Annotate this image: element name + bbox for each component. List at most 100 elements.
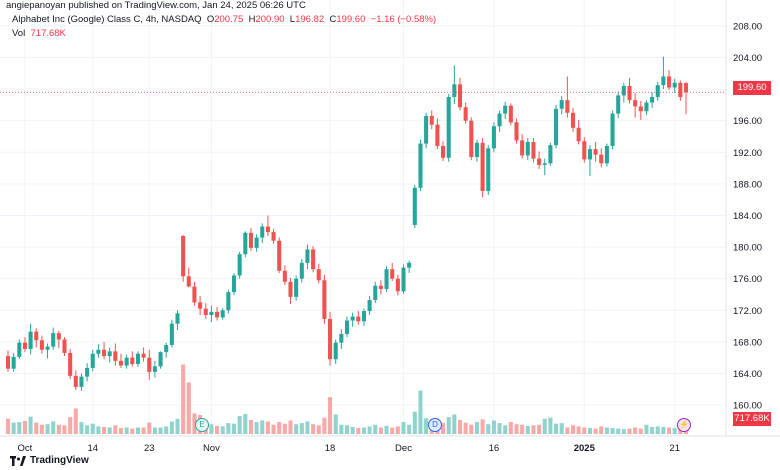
- candle-body: [22, 342, 27, 349]
- volume-bar: [135, 427, 140, 434]
- time-axis[interactable]: Oct 14 23 Nov 18 Dec 16 2025 21: [18, 443, 680, 454]
- candle-body: [248, 232, 253, 248]
- candle-body: [277, 240, 282, 271]
- volume-bar: [282, 423, 287, 434]
- candle-body: [51, 333, 56, 347]
- candle-body: [616, 95, 621, 114]
- candle-body: [339, 333, 344, 343]
- earnings-marker[interactable]: E: [195, 418, 209, 432]
- volume-bar: [181, 364, 186, 434]
- volume-bar: [322, 417, 327, 434]
- candle-body: [299, 262, 304, 279]
- time-tick-label: Dec: [395, 443, 412, 454]
- volume-bar: [231, 423, 237, 434]
- volume-bar: [260, 420, 265, 434]
- candle-body: [102, 349, 107, 357]
- tradingview-logo-icon: [10, 455, 26, 466]
- price-tick-label: 164.00: [733, 369, 762, 380]
- candle-body: [254, 237, 259, 248]
- candle-body: [28, 331, 33, 349]
- volume-bar: [96, 426, 101, 434]
- time-tick-label: 16: [489, 443, 500, 454]
- volume-bar: [531, 425, 536, 434]
- volume-bar: [537, 424, 542, 434]
- price-tick-label: 176.00: [733, 274, 762, 285]
- volume-bar: [593, 428, 598, 434]
- candle-body: [554, 108, 559, 146]
- candle-body: [378, 285, 383, 289]
- candle-body: [407, 262, 412, 268]
- candle-body: [446, 96, 451, 158]
- open-value: 200.75: [214, 14, 244, 25]
- volume-bar: [548, 417, 553, 434]
- candle-body: [401, 267, 406, 292]
- candle-body: [486, 148, 491, 191]
- candle-body: [661, 76, 666, 86]
- candle-body: [147, 357, 152, 372]
- candle-body: [587, 149, 592, 160]
- volume-bar: [565, 427, 570, 434]
- last-volume-badge: 717.68K: [733, 412, 771, 426]
- volume-bar: [113, 425, 118, 434]
- volume-bar: [633, 427, 638, 434]
- time-tick-label: 2025: [574, 443, 596, 454]
- candle-body: [373, 285, 378, 300]
- volume-bar: [395, 426, 400, 434]
- candle-body: [672, 82, 677, 88]
- volume-bar: [265, 421, 270, 434]
- volume-bar: [220, 426, 225, 434]
- candle-body: [130, 357, 135, 364]
- candle-body: [85, 367, 90, 377]
- candle-body: [452, 84, 457, 97]
- candle-body: [220, 310, 225, 318]
- candle-body: [118, 360, 124, 366]
- price-tick-label: 208.00: [733, 21, 762, 32]
- price-tick-label: 160.00: [733, 401, 762, 412]
- candle-body: [503, 105, 508, 114]
- candle-body: [570, 112, 576, 128]
- dividend-marker[interactable]: D: [428, 418, 442, 432]
- volume-bar: [243, 413, 248, 434]
- candle-body: [350, 316, 355, 321]
- volume-bar: [254, 422, 259, 434]
- candle-body: [565, 100, 570, 113]
- volume-bar: [277, 422, 282, 434]
- candle-body: [73, 375, 78, 387]
- symbol-legend: Alphabet Inc (Google) Class C, 4h, NASDA…: [12, 14, 436, 25]
- candle-body: [667, 76, 672, 88]
- candle-body: [559, 100, 564, 109]
- volume-bar: [85, 425, 90, 434]
- volume-bar: [463, 422, 468, 434]
- volume-bar: [554, 423, 559, 434]
- volume-bar: [28, 416, 33, 434]
- volume-bar: [226, 423, 231, 434]
- candle-body: [520, 140, 525, 156]
- time-tick-label: 14: [87, 443, 98, 454]
- volume-bar: [367, 426, 372, 434]
- candle-body: [457, 84, 463, 108]
- candle-body: [113, 351, 118, 361]
- low-label: L: [289, 14, 296, 25]
- candle-body: [474, 142, 479, 158]
- candle-body: [124, 357, 129, 366]
- chart-grid: [0, 0, 726, 436]
- price-axis[interactable]: 208.00204.00200.00196.00192.00188.00184.…: [733, 21, 762, 411]
- candle-body: [531, 142, 536, 159]
- candle-body: [418, 143, 423, 188]
- candle-body: [548, 145, 553, 164]
- candle-body: [328, 318, 333, 360]
- symbol-name[interactable]: Alphabet Inc (Google) Class C, 4h, NASDA…: [12, 14, 202, 25]
- volume-bar: [311, 424, 316, 434]
- split-lightning-icon[interactable]: ⚡: [677, 418, 691, 432]
- open-label: O: [206, 14, 215, 25]
- volume-bar: [294, 424, 299, 434]
- candle-body: [604, 145, 609, 164]
- candle-body: [135, 353, 140, 364]
- volume-bar: [186, 382, 191, 434]
- high-value: 200.90: [255, 14, 285, 25]
- tradingview-brand: TradingView: [30, 455, 89, 466]
- volume-bar: [525, 425, 530, 434]
- candle-body: [56, 333, 61, 340]
- volume-bar: [56, 424, 61, 434]
